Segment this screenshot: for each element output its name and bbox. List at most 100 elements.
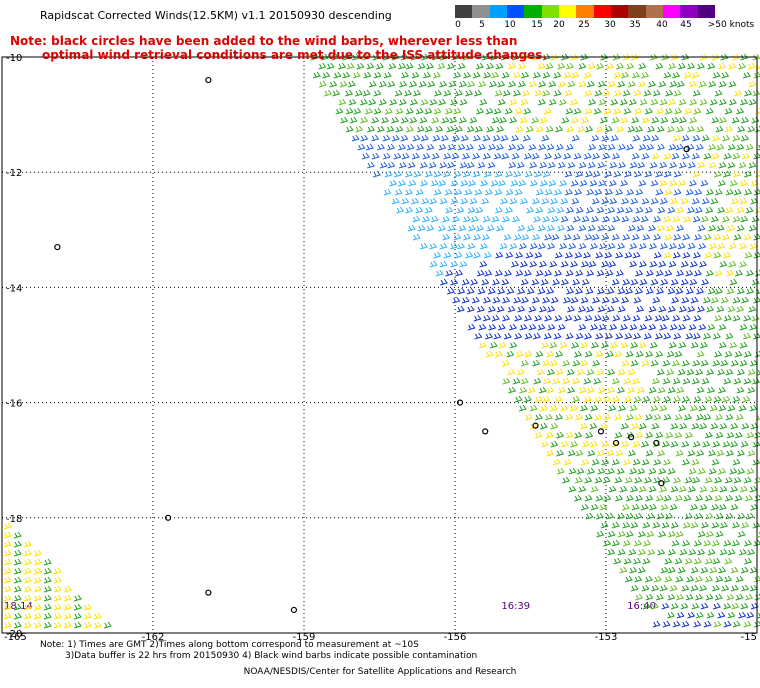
wind-barb [494, 350, 503, 358]
wind-barb [690, 404, 698, 412]
wind-barb [752, 440, 760, 448]
wind-barb [421, 197, 430, 205]
wind-barb [439, 80, 448, 88]
wind-barb [617, 242, 626, 250]
wind-barb [735, 593, 744, 601]
wind-barb [429, 98, 438, 106]
wind-barb [609, 161, 618, 169]
wind-barb [659, 179, 668, 187]
wind-barb [605, 62, 614, 70]
wind-barb [656, 107, 665, 115]
wind-barb [745, 206, 754, 214]
wind-barb [391, 134, 400, 142]
wind-barb [496, 224, 505, 232]
wind-barb [708, 80, 717, 88]
wind-barb [676, 80, 685, 88]
wind-barb [634, 107, 643, 115]
wind-barb [705, 530, 714, 538]
wind-barb [492, 296, 501, 304]
wind-barb [743, 233, 752, 241]
wind-barb [526, 224, 535, 232]
wind-barb [696, 125, 705, 133]
wind-barb [432, 71, 441, 79]
wind-barb [545, 125, 554, 133]
wind-barb [664, 107, 673, 115]
wind-barb [681, 296, 690, 304]
wind-barb [629, 404, 638, 412]
wind-barb [755, 125, 760, 133]
wind-barb [357, 143, 366, 151]
wind-barb [465, 143, 474, 151]
wind-barb [450, 98, 459, 106]
wind-barb [687, 242, 696, 250]
footer-credit: NOAA/NESDIS/Center for Satellite Applica… [243, 667, 517, 677]
wind-barb [73, 594, 82, 602]
wind-barb [736, 206, 745, 214]
wind-barb [345, 125, 354, 133]
wind-barb [747, 125, 756, 133]
wind-barb [479, 98, 488, 106]
wind-barb [659, 98, 668, 106]
wind-barb [718, 323, 727, 331]
wind-barb [728, 62, 737, 70]
wind-barb [437, 62, 446, 70]
wind-barb [539, 305, 548, 313]
wind-barb [688, 548, 697, 556]
wind-barb [580, 341, 589, 349]
wind-barb [546, 143, 555, 151]
wind-barb [713, 620, 722, 628]
wind-barb [563, 71, 572, 79]
wind-barb [699, 260, 708, 268]
wind-barb [692, 170, 701, 178]
wind-barb [463, 233, 472, 241]
wind-barb [594, 89, 603, 97]
wind-barb [93, 612, 102, 620]
wind-barb [603, 107, 612, 115]
wind-barb [73, 603, 82, 611]
wind-barb [606, 512, 615, 520]
wind-barb [718, 62, 727, 70]
wind-barb [419, 242, 428, 250]
wind-barb [667, 548, 676, 556]
wind-barb [715, 575, 724, 583]
wind-barb [752, 377, 760, 385]
wind-barb [613, 71, 622, 79]
wind-barb [342, 71, 351, 79]
wind-barb [753, 71, 760, 79]
wind-barb [697, 161, 706, 169]
wind-barb [729, 341, 738, 349]
wind-barb [683, 413, 692, 421]
wind-barb [379, 161, 388, 169]
wind-barb [674, 557, 683, 565]
wind-barb [756, 288, 760, 295]
wind-barb [731, 116, 740, 124]
wind-barb [570, 296, 579, 304]
wind-barb [704, 476, 713, 484]
wind-barb [33, 558, 42, 566]
colorbar-label: 25 [578, 20, 590, 30]
wind-barb [545, 431, 554, 439]
wind-barb [744, 170, 752, 178]
wind-barb [565, 251, 574, 259]
wind-barb [453, 71, 462, 79]
wind-barb [520, 359, 529, 367]
wind-barb [495, 269, 503, 277]
wind-barb [608, 485, 617, 493]
wind-barb [698, 80, 707, 88]
wind-barb [749, 584, 758, 592]
wind-barb [566, 62, 575, 70]
wind-barb [617, 80, 626, 88]
wind-barb [597, 305, 606, 313]
wind-barb [631, 152, 640, 160]
wind-barb [442, 215, 451, 223]
wind-barb [693, 557, 702, 565]
wind-barb [515, 125, 524, 133]
wind-barb [642, 134, 651, 142]
wind-barb [638, 62, 647, 70]
wind-barb [629, 566, 638, 574]
wind-barb [458, 224, 467, 232]
wind-barb [585, 170, 594, 178]
wind-barb [615, 188, 624, 196]
wind-barb [3, 540, 12, 548]
wind-barb [593, 107, 602, 115]
